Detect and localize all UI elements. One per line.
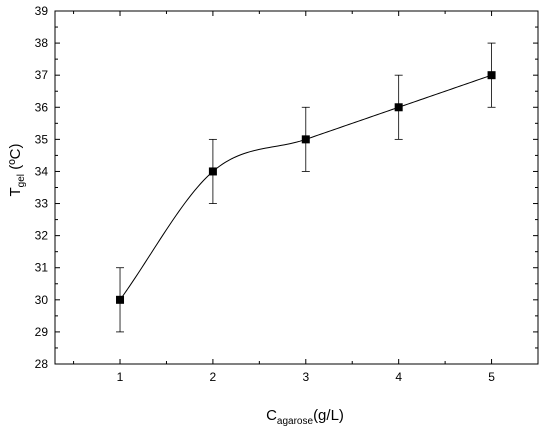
- y-tick-label: 34: [35, 164, 49, 178]
- y-axis-title-subscript: gel: [16, 174, 27, 187]
- x-axis-title-subscript: agarose: [277, 416, 314, 427]
- data-point: [116, 295, 125, 304]
- y-tick-label: 31: [35, 261, 49, 275]
- data-points: [116, 71, 496, 304]
- x-axis-title-unit: (g/L): [313, 407, 344, 424]
- x-tick-label: 3: [302, 370, 309, 384]
- x-tick-label: 1: [117, 370, 124, 384]
- y-axis-title-main: T: [7, 187, 24, 196]
- y-tick-label: 36: [35, 100, 49, 114]
- y-tick-label: 30: [35, 293, 49, 307]
- y-tick-label: 37: [35, 68, 49, 82]
- data-point: [301, 135, 310, 144]
- y-axis-title: Tgel (ºC): [7, 143, 27, 196]
- x-axis-ticks: 1 2 3 4 5: [73, 11, 539, 384]
- y-tick-label: 38: [35, 36, 49, 50]
- y-tick-label: 32: [35, 229, 49, 243]
- data-point: [208, 167, 217, 176]
- x-axis-title-main: C: [266, 407, 277, 424]
- error-bars: [116, 42, 496, 333]
- data-point: [487, 71, 496, 80]
- data-point: [394, 103, 403, 112]
- x-tick-label: 4: [395, 370, 402, 384]
- plot-frame: [54, 10, 539, 365]
- y-tick-label: 35: [35, 132, 49, 146]
- y-tick-label: 28: [35, 357, 49, 371]
- y-tick-label: 29: [35, 325, 49, 339]
- y-tick-label: 39: [35, 4, 49, 18]
- y-tick-label: 33: [35, 197, 49, 211]
- x-tick-label: 2: [210, 370, 217, 384]
- y-axis-title-unit: (ºC): [7, 143, 24, 173]
- x-tick-label: 5: [488, 370, 495, 384]
- y-axis-ticks: 28 29 30 31 32 33 34 35 36 37 38 39: [35, 4, 538, 371]
- x-axis-title: Cagarose(g/L): [266, 407, 344, 427]
